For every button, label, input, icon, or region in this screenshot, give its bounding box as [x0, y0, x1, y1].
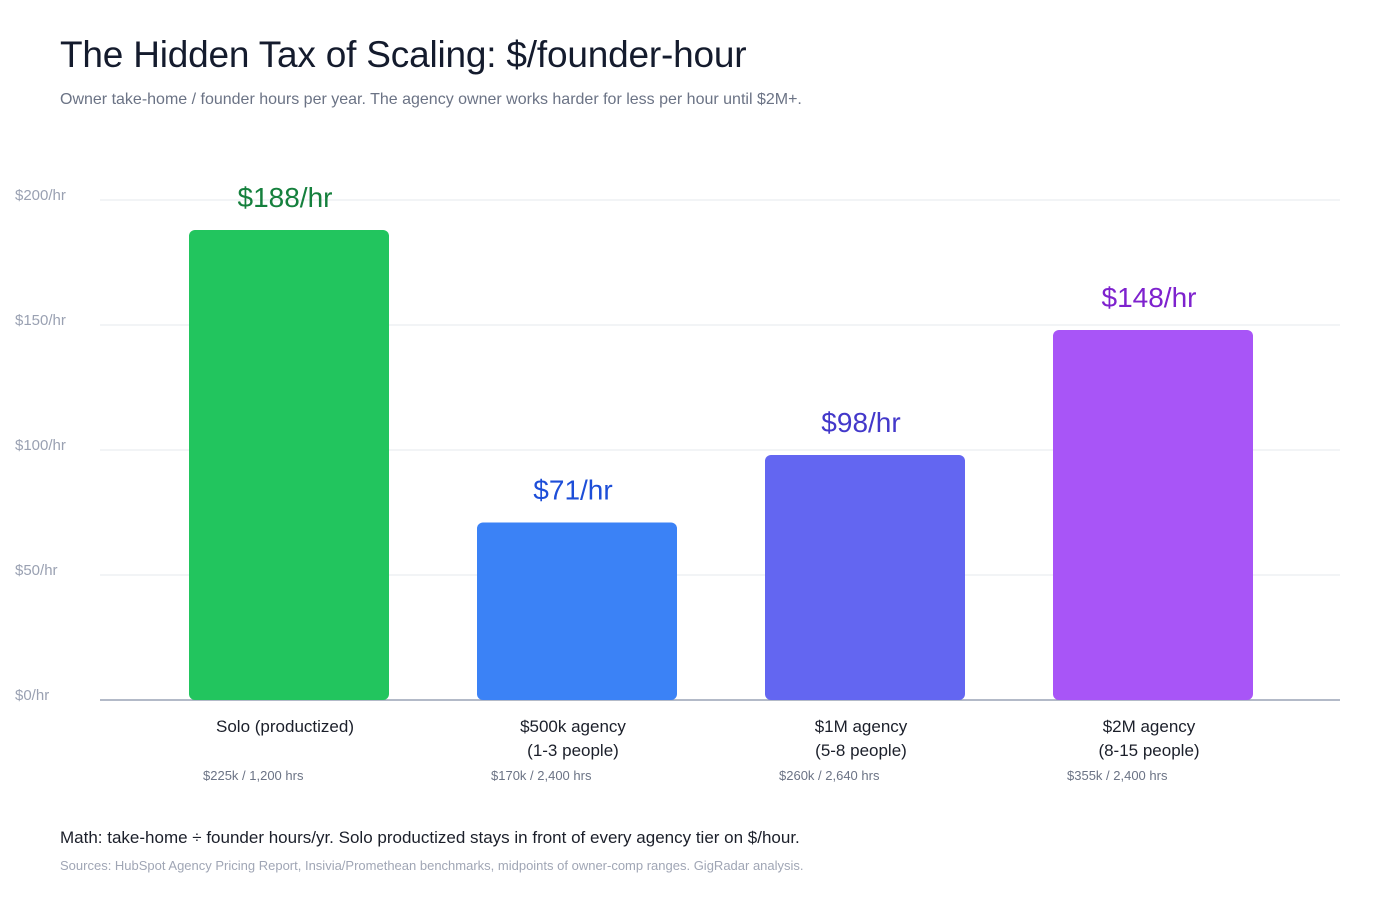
bar [1053, 330, 1253, 700]
chart-title: The Hidden Tax of Scaling: $/founder-hou… [60, 34, 747, 75]
x-category-label: $1M agency [815, 717, 908, 736]
bar-detail-label: $355k / 2,400 hrs [1067, 768, 1168, 783]
y-tick-label: $150/hr [15, 312, 66, 329]
math-note: Math: take-home ÷ founder hours/yr. Solo… [60, 828, 800, 847]
bar-chart: $0/hr $50/hr $100/hr $150/hr $200/hr $188/hr S… [15, 182, 1340, 783]
data-label: $71/hr [533, 475, 612, 506]
x-category-label: $2M agency [1103, 717, 1196, 736]
chart-subtitle: Owner take-home / founder hours per year… [60, 91, 802, 108]
bar-detail-label: $260k / 2,640 hrs [779, 768, 880, 783]
bar [765, 455, 965, 700]
x-category-label: (8-15 people) [1098, 741, 1199, 760]
bar [189, 230, 389, 700]
x-category-label: Solo (productized) [216, 717, 354, 736]
x-category-label: (5-8 people) [815, 741, 907, 760]
data-label: $188/hr [238, 182, 333, 213]
data-label: $98/hr [821, 407, 900, 438]
y-tick-label: $100/hr [15, 437, 66, 454]
y-tick-label: $50/hr [15, 562, 58, 579]
x-category-label: (1-3 people) [527, 741, 619, 760]
bar [477, 522, 677, 700]
bar-detail-label: $170k / 2,400 hrs [491, 768, 592, 783]
bar-detail-label: $225k / 1,200 hrs [203, 768, 304, 783]
y-tick-label: $200/hr [15, 187, 66, 204]
x-category-label: $500k agency [520, 717, 626, 736]
data-label: $148/hr [1102, 282, 1197, 313]
sources-note: Sources: HubSpot Agency Pricing Report, … [60, 858, 804, 873]
y-tick-label: $0/hr [15, 687, 49, 704]
